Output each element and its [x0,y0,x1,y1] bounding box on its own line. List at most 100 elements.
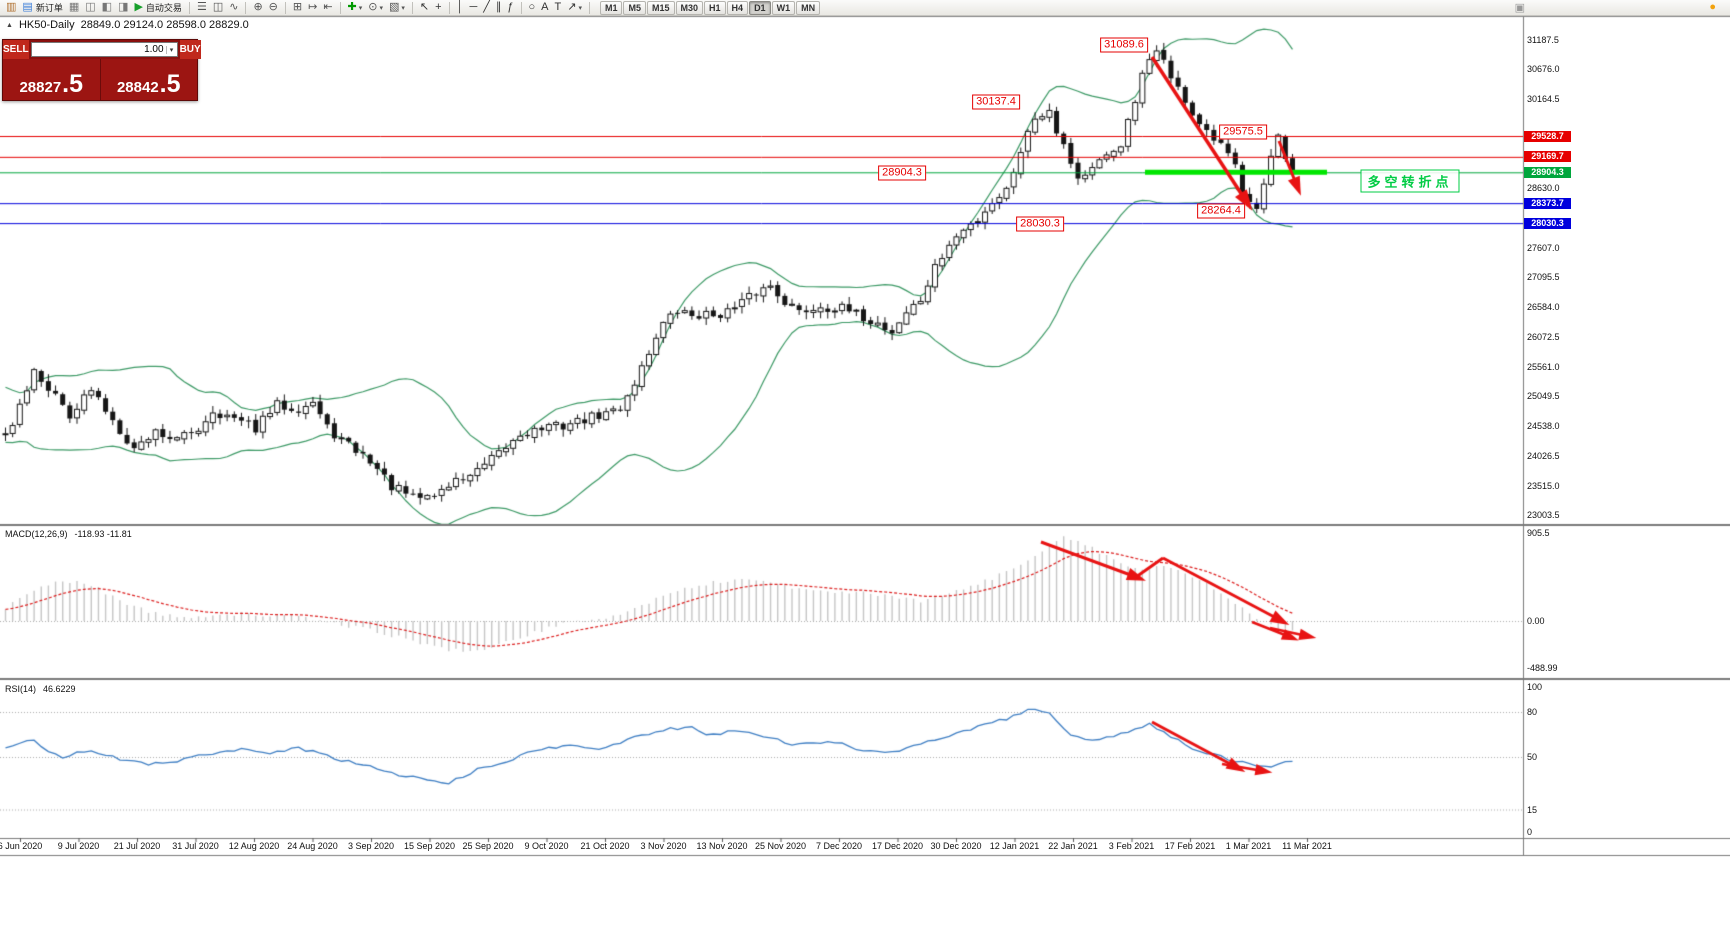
candlestick-chart-icon[interactable]: ◫ [210,1,226,15]
trendline-icon[interactable]: ╱ [480,1,493,15]
horizontal-line-icon: ─ [469,1,478,13]
volume-field: ▾ [30,42,178,57]
market-watch-icon: ◫ [85,1,96,13]
sell-price-button[interactable]: 28827 .5 [3,59,101,100]
shapes-icon[interactable]: ○ [526,1,539,15]
dropdown-caret-icon[interactable]: ▾ [358,4,363,12]
shapes-icon: ○ [528,1,536,13]
auto-scroll-icon: ↦ [308,1,318,13]
timeframe-MN[interactable]: MN [796,0,821,15]
horizontal-line-icon[interactable]: ─ [466,1,480,15]
fibonacci-icon: ƒ [507,1,514,13]
autotrade-button: ▶ [134,1,143,13]
crosshair-icon: + [435,1,442,13]
trendline-icon: ╱ [483,1,490,13]
terminal-icon[interactable]: ◨ [115,1,131,15]
timeframe-M5[interactable]: M5 [623,0,646,15]
timeframe-M1[interactable]: M1 [599,0,623,15]
timeframe-D1[interactable]: D1 [749,0,771,15]
autotrade-button-label: 自动交易 [145,3,182,13]
chart-symbol-label: HK50-Daily [18,19,75,31]
buy-price-button[interactable]: 28842 .5 [101,59,198,100]
zoom-out-icon[interactable]: ⊖ [266,1,281,15]
volume-input[interactable] [31,44,166,55]
dropdown-caret-icon[interactable]: ▾ [379,4,383,12]
templates-icon[interactable]: ▧ ▾ [386,1,408,15]
buy-price-frac: .5 [159,70,181,98]
toolbar-separator [448,1,450,14]
tile-windows-icon: ⊞ [292,1,303,13]
vertical-line-icon[interactable]: │ [454,1,467,15]
text-icon[interactable]: A [538,1,551,15]
channel-icon[interactable]: ∥ [493,1,505,15]
new-order-button-label: 新订单 [35,3,63,13]
toolbar-separator [245,1,247,14]
channel-icon: ∥ [495,1,502,13]
sell-price-frac: .5 [62,70,84,98]
dropdown-caret-icon[interactable]: ▾ [401,4,405,12]
toolbar-separator [188,1,190,14]
sell-button[interactable]: SELL [3,40,29,59]
community-icon[interactable]: ● [1709,1,1716,13]
templates-icon: ▧ [389,1,400,13]
chart-shift-icon: ⇤ [323,1,333,13]
toolbar-items: ▥ ▤ 新订单 ▦ ◫ ◧ ◨ ▶ 自动交易 ☰ ◫ ∿ ⊕ ⊖ ⊞ ↦ ⇤ ✚ ▾ ⊙ ▾ ▧ ▾ ↖ + │ ─ ╱ ∥ ƒ ○ A T ↗ ▾ [3,1,594,15]
timeframe-M15[interactable]: M15 [647,0,675,15]
periods-icon: ⊙ [368,1,378,13]
navigator-icon[interactable]: ◧ [99,1,115,15]
one-click-trading-panel: SELL ▾ BUY 28827 .5 28842 .5 [2,39,201,101]
buy-button[interactable]: BUY [179,40,201,59]
macd-indicator-label: MACD(12,26,9) -118.93 -11.81 [5,529,132,539]
indicators-icon[interactable]: ✚ ▾ [345,1,366,15]
chart-title: ▲ HK50-Daily 28849.0 29124.0 28598.0 288… [6,19,249,31]
periods-icon[interactable]: ⊙ ▾ [365,1,386,15]
chart-profiles-icon[interactable]: ▦ [66,1,82,15]
arrow-tool-icon: ↗ [567,1,577,13]
autotrade-button[interactable]: ▶ 自动交易 [131,1,184,15]
window-control-icon[interactable]: ▣ [1514,2,1525,14]
market-watch-icon[interactable]: ◫ [82,1,98,15]
chart-window-icon: ▥ [6,1,17,13]
zoom-in-icon[interactable]: ⊕ [250,1,265,15]
zoom-in-icon: ⊕ [253,1,263,13]
macd-values: -118.93 -11.81 [74,529,132,539]
bars-chart-icon[interactable]: ☰ [194,1,210,15]
line-chart-icon[interactable]: ∿ [226,1,241,15]
volume-caret-icon[interactable]: ▾ [165,45,177,54]
crosshair-icon[interactable]: + [432,1,444,15]
candlestick-chart-icon: ◫ [212,1,224,13]
timeframe-H4[interactable]: H4 [726,0,749,15]
bars-chart-icon: ☰ [196,1,207,13]
main-toolbar: ▥ ▤ 新订单 ▦ ◫ ◧ ◨ ▶ 自动交易 ☰ ◫ ∿ ⊕ ⊖ ⊞ ↦ ⇤ ✚ ▾ ⊙ ▾ ▧ ▾ ↖ + │ ─ ╱ ∥ ƒ ○ A T ↗ ▾… [0,0,1730,16]
cursor-icon: ↖ [419,1,430,13]
timeframe-W1[interactable]: W1 [771,0,796,15]
fibonacci-icon[interactable]: ƒ [504,1,516,15]
arrow-tool-icon[interactable]: ↗ ▾ [564,1,585,15]
buy-price-main: 28842 [116,79,159,96]
macd-name: MACD(12,26,9) [5,529,68,539]
new-order-button[interactable]: ▤ 新订单 [19,1,65,15]
text-icon: A [541,1,549,13]
label-icon: T [554,1,562,13]
rsi-indicator-label: RSI(14) 46.6229 [5,684,76,694]
timeframe-M30[interactable]: M30 [675,0,704,15]
new-order-button: ▤ [22,1,33,13]
toolbar-separator [339,1,341,14]
navigator-icon: ◧ [101,1,113,13]
chart-shift-icon[interactable]: ⇤ [320,1,335,15]
auto-scroll-icon[interactable]: ↦ [305,1,320,15]
timeframe-H1[interactable]: H1 [704,0,726,15]
timeframe-toolbar: M1 M5 M15 M30 H1 H4 D1 W1 MN [599,0,821,15]
cursor-icon[interactable]: ↖ [417,1,432,15]
dropdown-caret-icon[interactable]: ▾ [578,4,582,12]
trade-panel-prices: 28827 .5 28842 .5 [3,59,197,100]
vertical-line-icon: │ [456,1,464,13]
indicators-icon: ✚ [347,1,357,13]
label-icon[interactable]: T [552,1,565,15]
chart-window-icon[interactable]: ▥ [3,1,19,15]
tile-windows-icon[interactable]: ⊞ [290,1,305,15]
line-chart-icon: ∿ [229,1,239,13]
rsi-value: 46.6229 [43,684,76,694]
